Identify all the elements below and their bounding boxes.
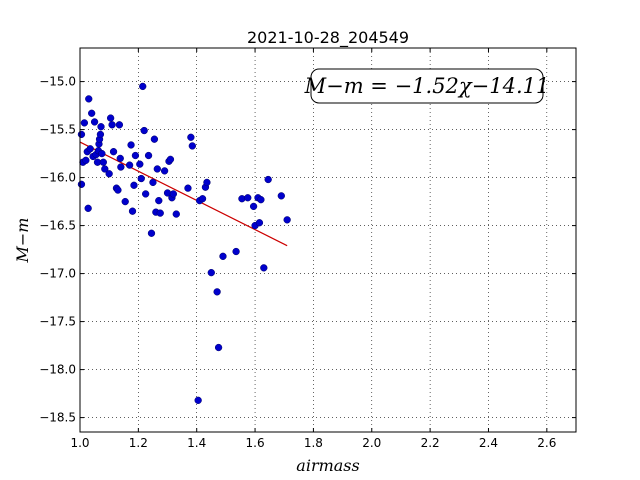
data-point-3 <box>80 119 89 127</box>
data-point-23 <box>106 114 115 122</box>
data-point-53 <box>166 155 175 164</box>
data-point-55 <box>169 190 178 198</box>
data-point-27 <box>114 186 122 194</box>
x-tick-label-1: 1.2 <box>129 436 148 450</box>
data-point-44 <box>149 178 157 187</box>
x-tick-label-3: 1.6 <box>246 436 265 450</box>
data-point-29 <box>116 154 124 163</box>
data-point-8 <box>86 145 94 153</box>
data-point-11 <box>90 118 99 126</box>
data-point-38 <box>137 174 145 183</box>
y-axis-ticks: −15.0 −15.5 −16.0 −16.5 −17.0 −17.5 −18.0 −18.5 <box>39 75 576 425</box>
data-point-24 <box>108 121 116 129</box>
y-tick-label-1: −15.5 <box>39 123 76 137</box>
data-point-66 <box>213 288 221 296</box>
plot-area <box>80 48 576 432</box>
fit-equation: M−m = −1.52χ−14.11 <box>304 74 550 98</box>
x-tick-label-6: 2.2 <box>421 436 440 450</box>
y-tick-label-7: −18.5 <box>39 411 76 425</box>
data-point-80 <box>283 216 291 224</box>
data-point-22 <box>105 170 113 178</box>
y-tick-label-6: −18.0 <box>39 363 76 377</box>
grid-lines <box>79 48 576 432</box>
data-point-39 <box>139 82 147 91</box>
axes-frame <box>79 47 577 433</box>
data-point-40 <box>140 126 148 135</box>
fit-line-group <box>79 141 288 247</box>
data-point-19 <box>98 149 106 158</box>
data-point-25 <box>109 148 118 156</box>
data-point-50 <box>160 167 169 175</box>
y-tick-label-4: −17.0 <box>39 267 76 281</box>
x-tick-label-7: 2.4 <box>479 436 498 450</box>
data-point-28 <box>115 121 124 129</box>
data-point-36 <box>131 151 140 160</box>
data-point-49 <box>156 209 164 217</box>
y-tick-label-0: −15.0 <box>39 75 76 89</box>
data-point-59 <box>188 142 196 150</box>
data-point-34 <box>128 207 137 215</box>
data-point-78 <box>264 175 272 184</box>
data-point-76 <box>257 196 265 204</box>
x-tick-label-4: 1.8 <box>304 436 323 450</box>
data-point-7 <box>85 95 93 103</box>
data-point-9 <box>88 109 96 117</box>
data-point-43 <box>147 229 156 237</box>
plot-frame <box>79 47 577 433</box>
chart-title: 2021-10-28_204549 <box>247 28 409 48</box>
y-tick-label-2: −16.0 <box>39 171 76 185</box>
data-point-62 <box>198 195 207 203</box>
data-point-45 <box>150 135 159 143</box>
data-point-75 <box>255 219 264 227</box>
data-point-4 <box>82 156 90 164</box>
data-points <box>77 82 291 404</box>
data-point-47 <box>153 165 161 173</box>
data-point-21 <box>101 165 109 173</box>
data-point-69 <box>232 247 240 256</box>
data-point-72 <box>249 202 258 211</box>
data-point-42 <box>144 151 153 160</box>
data-point-65 <box>207 268 215 277</box>
data-point-48 <box>155 196 163 205</box>
data-point-56 <box>172 210 180 218</box>
data-point-68 <box>219 252 227 260</box>
data-point-30 <box>117 163 125 171</box>
y-axis-label: M−m <box>13 218 32 264</box>
x-tick-label-2: 1.4 <box>187 436 206 450</box>
data-point-20 <box>99 158 107 166</box>
data-point-64 <box>203 178 211 187</box>
annotation-box <box>310 68 544 104</box>
data-point-37 <box>136 160 144 168</box>
data-point-33 <box>127 141 135 149</box>
fit-equation-box: M−m = −1.52χ−14.11 <box>304 68 550 104</box>
data-point-17 <box>96 130 105 139</box>
data-point-71 <box>244 194 252 202</box>
data-point-6 <box>84 204 92 212</box>
x-tick-label-0: 1.0 <box>70 436 89 450</box>
data-point-41 <box>141 190 150 198</box>
data-point-67 <box>214 343 223 352</box>
data-point-31 <box>121 197 129 206</box>
x-axis-label: airmass <box>296 456 359 475</box>
data-point-1 <box>77 180 86 188</box>
data-point-0 <box>77 130 86 139</box>
data-point-57 <box>184 184 192 192</box>
data-point-32 <box>125 161 134 169</box>
data-point-18 <box>97 123 105 131</box>
data-point-58 <box>187 133 195 141</box>
data-point-79 <box>277 192 285 200</box>
x-tick-label-5: 2.0 <box>362 436 381 450</box>
plot-background <box>80 48 576 432</box>
y-tick-label-5: −17.5 <box>39 315 76 329</box>
data-point-60 <box>194 396 202 404</box>
fit-line <box>79 141 288 247</box>
y-tick-label-3: −16.5 <box>39 219 76 233</box>
data-point-35 <box>130 181 138 189</box>
x-axis-ticks: 1.0 1.2 1.4 1.6 1.8 2.0 2.2 2.4 2.6 <box>70 48 556 450</box>
x-tick-label-8: 2.6 <box>537 436 556 450</box>
data-point-77 <box>260 264 268 272</box>
